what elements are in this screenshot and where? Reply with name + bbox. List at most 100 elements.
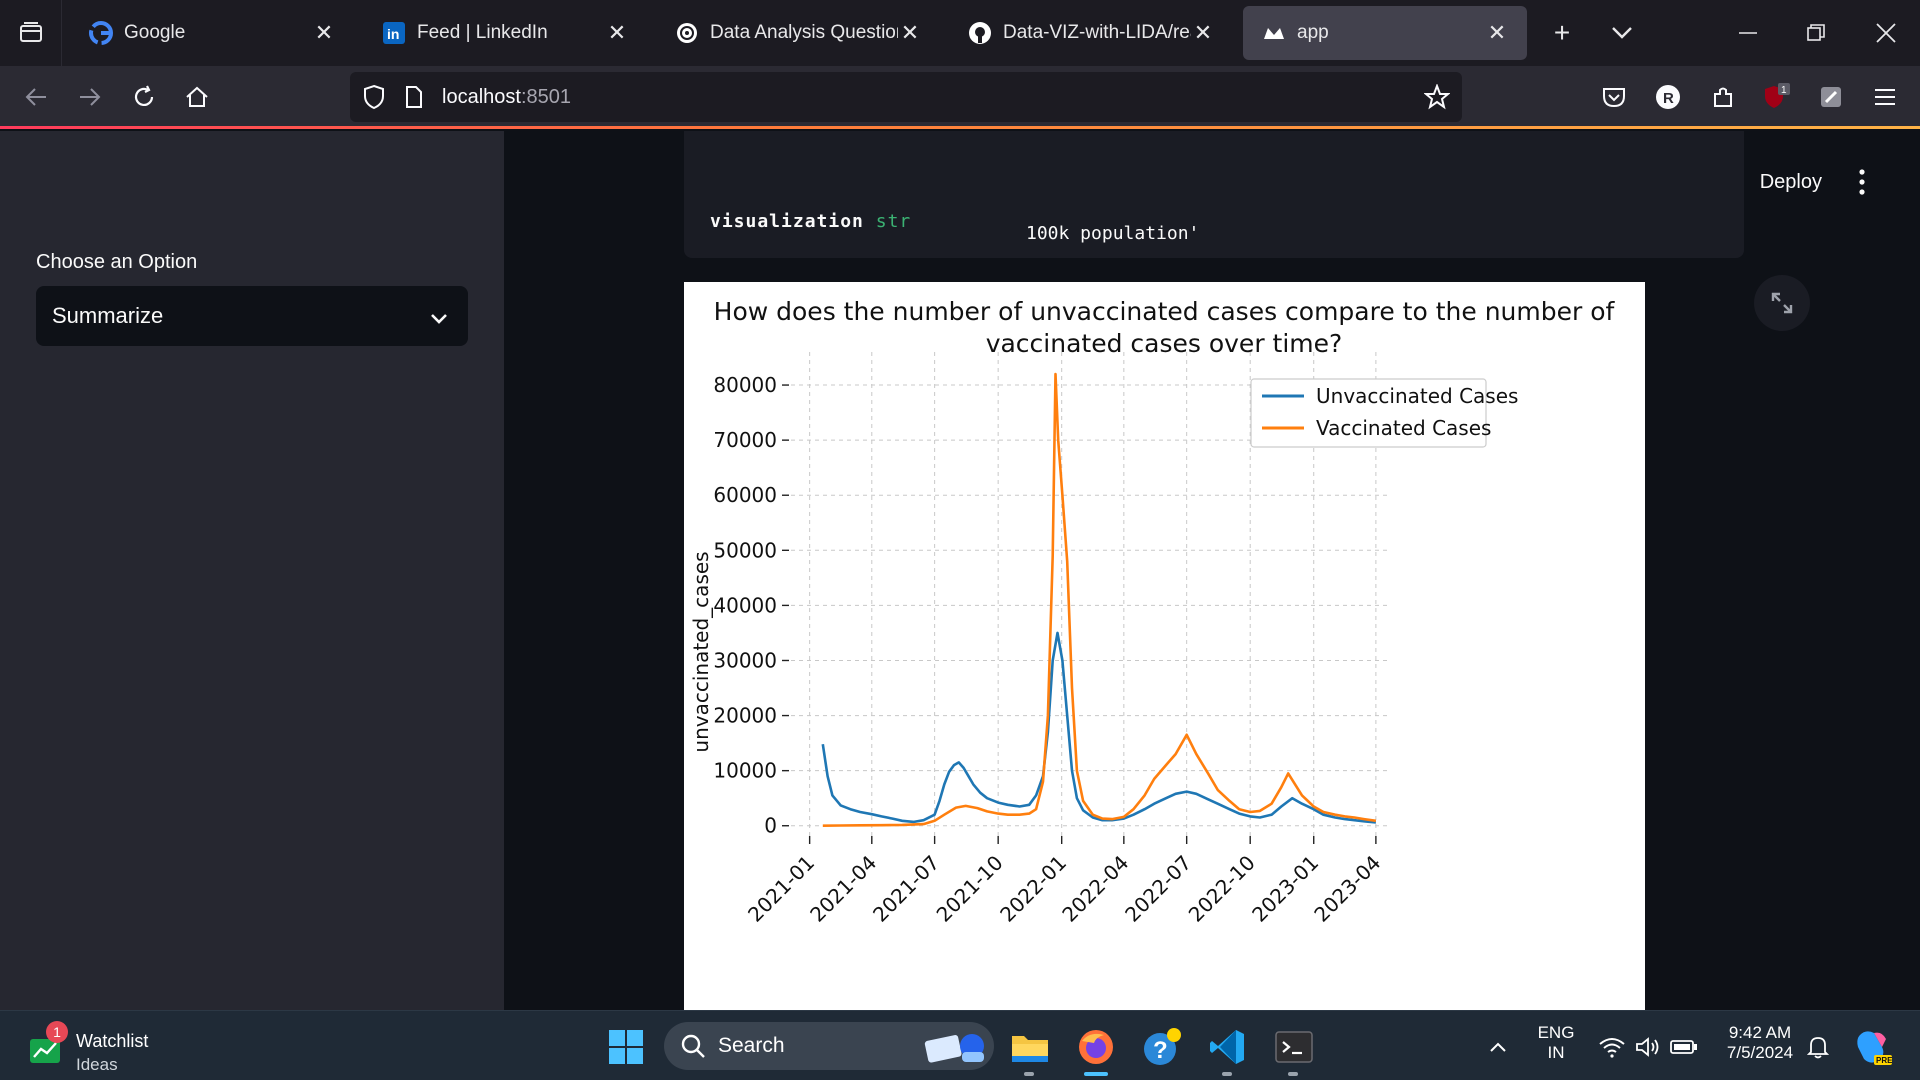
url-bar[interactable]: localhost:8501 — [350, 72, 1462, 122]
running-indicator — [1222, 1072, 1232, 1076]
x-tick-label: 2021-01 — [743, 851, 819, 927]
watchlist-widget[interactable]: 1 Watchlist Ideas — [28, 1021, 228, 1074]
tab-data-analysis[interactable]: Data Analysis Questions ✕ — [656, 6, 940, 60]
volume-icon[interactable] — [1626, 1025, 1670, 1069]
clock-date: 7/5/2024 — [1726, 1043, 1794, 1062]
y-tick-label: 30000 — [713, 648, 777, 672]
y-tick-label: 70000 — [713, 428, 777, 452]
deploy-button[interactable]: Deploy — [1759, 171, 1822, 193]
x-tick-label: 2021-10 — [932, 851, 1008, 927]
streamlit-icon — [1261, 20, 1287, 46]
tab-list-button[interactable] — [0, 0, 62, 66]
main-content: visualization str 100k population' Deplo… — [504, 131, 1920, 1010]
clock-time: 9:42 AM — [1728, 1023, 1792, 1042]
active-indicator — [1084, 1072, 1108, 1076]
clock[interactable]: 9:42 AM 7/5/2024 — [1710, 1023, 1810, 1063]
extension-tool-icon[interactable] — [1811, 77, 1851, 117]
file-explorer-icon[interactable] — [1008, 1025, 1052, 1069]
firefox-icon[interactable] — [1074, 1025, 1118, 1069]
forward-icon[interactable] — [70, 77, 110, 117]
notification-bell-icon[interactable] — [1796, 1025, 1840, 1069]
restore-icon[interactable] — [1796, 13, 1836, 53]
tab-github[interactable]: Data-VIZ-with-LIDA/readm ✕ — [949, 6, 1233, 60]
shield-icon[interactable] — [362, 84, 386, 115]
tab-title: Feed | LinkedIn — [417, 22, 548, 43]
x-tick-label: 2023-01 — [1247, 851, 1323, 927]
reload-icon[interactable] — [124, 77, 164, 117]
window-close-icon[interactable] — [1866, 13, 1906, 53]
back-icon[interactable] — [16, 77, 56, 117]
help-app-icon[interactable]: ? — [1140, 1025, 1184, 1069]
ublock-icon[interactable]: 1 — [1757, 77, 1797, 117]
language-indicator[interactable]: ENG IN — [1526, 1023, 1586, 1063]
code-block: visualization str 100k population' — [684, 131, 1744, 258]
close-icon[interactable]: ✕ — [607, 20, 627, 45]
tab-linkedin[interactable]: in Feed | LinkedIn ✕ — [363, 6, 647, 60]
x-tick-label: 2022-07 — [1120, 851, 1196, 927]
notification-badge: 1 — [46, 1021, 68, 1043]
tab-overflow-chevron-icon[interactable] — [1602, 13, 1642, 53]
tab-app[interactable]: app ✕ — [1243, 6, 1527, 60]
close-icon[interactable]: ✕ — [1193, 20, 1213, 45]
battery-icon[interactable] — [1662, 1025, 1706, 1069]
minimize-icon[interactable] — [1728, 13, 1768, 53]
browser-navbar: localhost:8501 R 1 — [0, 66, 1920, 129]
stock-chart-icon — [30, 1039, 60, 1063]
series-line-vaccinated — [822, 372, 1377, 827]
extensions-icon[interactable] — [1703, 77, 1743, 117]
fullscreen-expand-button[interactable] — [1754, 275, 1810, 331]
y-tick-label: 10000 — [713, 759, 777, 783]
option-select[interactable]: Summarize — [36, 286, 468, 346]
x-axis-ticks: 2021-012021-042021-072021-102022-012022-… — [743, 836, 1385, 927]
tray-chevron-up-icon[interactable] — [1476, 1025, 1520, 1069]
search-label: Search — [718, 1034, 785, 1057]
kebab-menu-icon[interactable] — [1852, 167, 1872, 197]
home-icon[interactable] — [177, 77, 217, 117]
widget-title: Watchlist — [76, 1031, 149, 1051]
y-tick-label: 40000 — [713, 593, 777, 617]
legend-label-unvaccinated: Unvaccinated Cases — [1316, 384, 1518, 408]
x-tick-label: 2021-07 — [868, 851, 944, 927]
taskbar-search[interactable]: Search — [664, 1022, 994, 1070]
page-info-icon[interactable] — [404, 85, 424, 114]
account-icon[interactable]: R — [1648, 77, 1688, 117]
tab-google[interactable]: Google ✕ — [70, 6, 354, 60]
y-tick-label: 80000 — [713, 373, 777, 397]
wifi-icon[interactable] — [1590, 1025, 1634, 1069]
hamburger-menu-icon[interactable] — [1865, 77, 1905, 117]
chart-legend: Unvaccinated Cases Vaccinated Cases — [1250, 378, 1518, 448]
language-code: ENG — [1537, 1023, 1575, 1042]
svg-text:R: R — [1663, 90, 1674, 107]
terminal-icon[interactable] — [1272, 1025, 1316, 1069]
x-tick-label: 2022-01 — [995, 851, 1071, 927]
new-tab-icon[interactable]: + — [1553, 17, 1571, 48]
pocket-icon[interactable] — [1594, 77, 1634, 117]
url-text[interactable]: localhost:8501 — [442, 86, 571, 109]
close-icon[interactable]: ✕ — [314, 20, 334, 45]
y-axis-ticks: 0 10000 20000 30000 40000 50000 60000 70000 8000… — [713, 373, 789, 838]
github-icon — [967, 20, 993, 46]
series-line-unvaccinated — [821, 631, 1377, 824]
svg-text:?: ? — [1153, 1037, 1168, 1064]
expand-icon — [1771, 292, 1793, 314]
line-chart: How does the number of unvaccinated case… — [689, 297, 1616, 927]
loading-glow — [0, 126, 1920, 129]
vscode-icon[interactable] — [1206, 1025, 1250, 1069]
x-tick-label: 2023-04 — [1309, 851, 1385, 927]
windows-taskbar: 1 Watchlist Ideas Search ? ENG IN — [0, 1010, 1920, 1080]
copilot-icon[interactable]: PRE — [1850, 1025, 1894, 1069]
windows-start-icon[interactable] — [604, 1025, 648, 1069]
close-icon[interactable]: ✕ — [900, 20, 920, 45]
code-token: visualization — [710, 211, 864, 232]
legend-label-vaccinated: Vaccinated Cases — [1316, 416, 1491, 440]
linkedin-icon: in — [381, 20, 407, 46]
running-indicator — [1024, 1072, 1034, 1076]
y-tick-label: 60000 — [713, 483, 777, 507]
legend-box — [1250, 378, 1487, 448]
tab-list-icon — [19, 22, 42, 42]
close-icon[interactable]: ✕ — [1487, 20, 1507, 45]
url-port: :8501 — [520, 85, 571, 108]
tab-title: app — [1297, 22, 1329, 43]
bookmark-star-icon[interactable] — [1423, 83, 1451, 115]
chart-series — [821, 372, 1377, 827]
